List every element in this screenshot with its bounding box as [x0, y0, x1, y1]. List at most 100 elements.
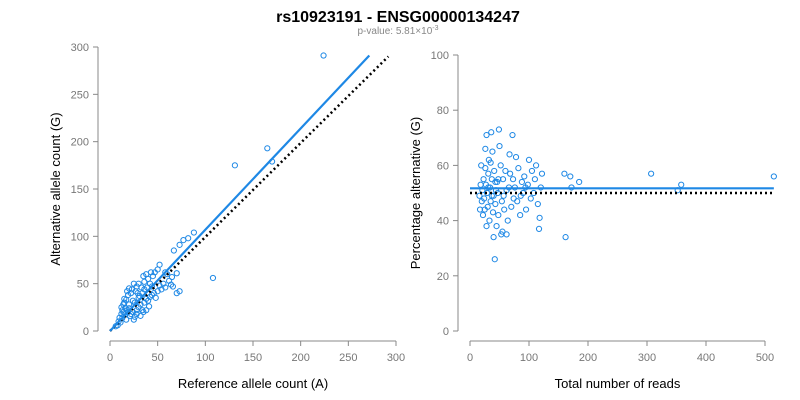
data-point [489, 209, 497, 216]
data-point [531, 176, 539, 183]
data-point [146, 293, 154, 301]
data-point [479, 211, 487, 219]
percentage-alternative-scatter-panel: 0 100 200 300 400 500 0 20 40 60 80 100 Total number… [408, 50, 777, 391]
data-point [514, 198, 521, 205]
data-point [495, 126, 503, 133]
data-point [493, 223, 500, 230]
data-point [562, 234, 569, 241]
data-point [141, 278, 148, 285]
y-tick-label: 0 [443, 326, 449, 338]
data-point [476, 192, 483, 199]
data-point [508, 203, 515, 210]
x-axis-label: Total number of reads [555, 376, 681, 391]
data-point [170, 247, 177, 254]
y-tick-label: 200 [71, 137, 89, 149]
data-point [506, 151, 513, 158]
data-point [538, 170, 546, 177]
x-tick-label: 500 [756, 352, 774, 364]
data-point [535, 225, 543, 232]
y-tick-label: 80 [437, 105, 449, 117]
data-point [489, 148, 496, 155]
data-point [499, 228, 506, 235]
x-tick-label: 250 [339, 352, 357, 364]
data-point [509, 131, 516, 139]
data-point [125, 308, 132, 316]
x-tick-label: 0 [467, 352, 473, 364]
data-point [527, 195, 534, 202]
data-point [140, 272, 147, 280]
data-point [490, 234, 497, 241]
data-point [567, 173, 574, 180]
data-point [515, 165, 522, 172]
data-point [145, 303, 153, 310]
allele-count-scatter-panel: 0 50 100 150 200 250 300 0 50 100 150 200 250 300 Refe… [48, 42, 405, 391]
data-point [478, 198, 485, 205]
x-tick-label: 300 [638, 352, 656, 364]
data-point [121, 299, 128, 306]
data-point [501, 206, 508, 213]
data-point [130, 316, 137, 323]
data-point [507, 170, 514, 177]
chart-title: rs10923191 - ENSG00000134247 [276, 9, 520, 26]
data-point [648, 170, 655, 177]
data-point [534, 200, 541, 208]
fitted-line [109, 54, 371, 332]
data-point [231, 162, 238, 169]
expected-ratio-line [109, 55, 390, 332]
data-point [180, 237, 187, 244]
data-point [490, 192, 497, 199]
data-point [561, 170, 568, 177]
data-point [173, 270, 180, 277]
data-point [512, 154, 520, 161]
data-point [264, 145, 271, 152]
x-tick-label: 100 [196, 352, 214, 364]
data-point [486, 217, 493, 224]
data-point [130, 280, 137, 287]
y-tick-label: 50 [77, 279, 89, 291]
y-axis-label: Percentage alternative (G) [408, 117, 423, 269]
x-tick-label: 50 [152, 352, 164, 364]
data-point [504, 217, 511, 224]
x-tick-label: 0 [107, 352, 113, 364]
y-tick-label: 150 [71, 184, 89, 196]
data-point [495, 211, 502, 219]
data-point [498, 198, 505, 205]
subtitle-text: p-value: 5.81×10 [357, 26, 432, 37]
x-tick-label: 100 [520, 352, 538, 364]
data-point [528, 167, 536, 175]
data-point [484, 189, 491, 197]
data-point [509, 176, 517, 183]
data-point [162, 269, 169, 276]
y-tick-label: 300 [71, 42, 89, 54]
x-tick-label: 400 [697, 352, 715, 364]
data-point [485, 170, 492, 177]
data-point [480, 176, 487, 183]
data-point [496, 142, 503, 150]
data-point [320, 52, 327, 59]
data-point [510, 195, 517, 202]
data-point [502, 167, 509, 175]
data-point [517, 211, 524, 219]
data-point [124, 288, 131, 295]
data-point [476, 206, 484, 213]
y-axis-label: Alternative allele count (G) [48, 112, 63, 265]
data-point [176, 288, 183, 295]
y-tick-label: 0 [83, 326, 89, 338]
data-point [167, 281, 175, 288]
data-point [525, 156, 533, 163]
data-point [497, 162, 504, 169]
data-point [678, 181, 685, 188]
data-point [129, 297, 136, 304]
data-point [477, 181, 484, 188]
data-point [483, 223, 490, 230]
y-tick-label: 100 [71, 231, 89, 243]
data-point [770, 173, 777, 180]
data-point [492, 200, 499, 208]
data-point [503, 231, 510, 238]
x-tick-label: 300 [387, 352, 405, 364]
data-point [209, 274, 217, 282]
data-point [478, 162, 485, 169]
data-point [483, 131, 490, 139]
y-tick-label: 60 [437, 160, 449, 172]
